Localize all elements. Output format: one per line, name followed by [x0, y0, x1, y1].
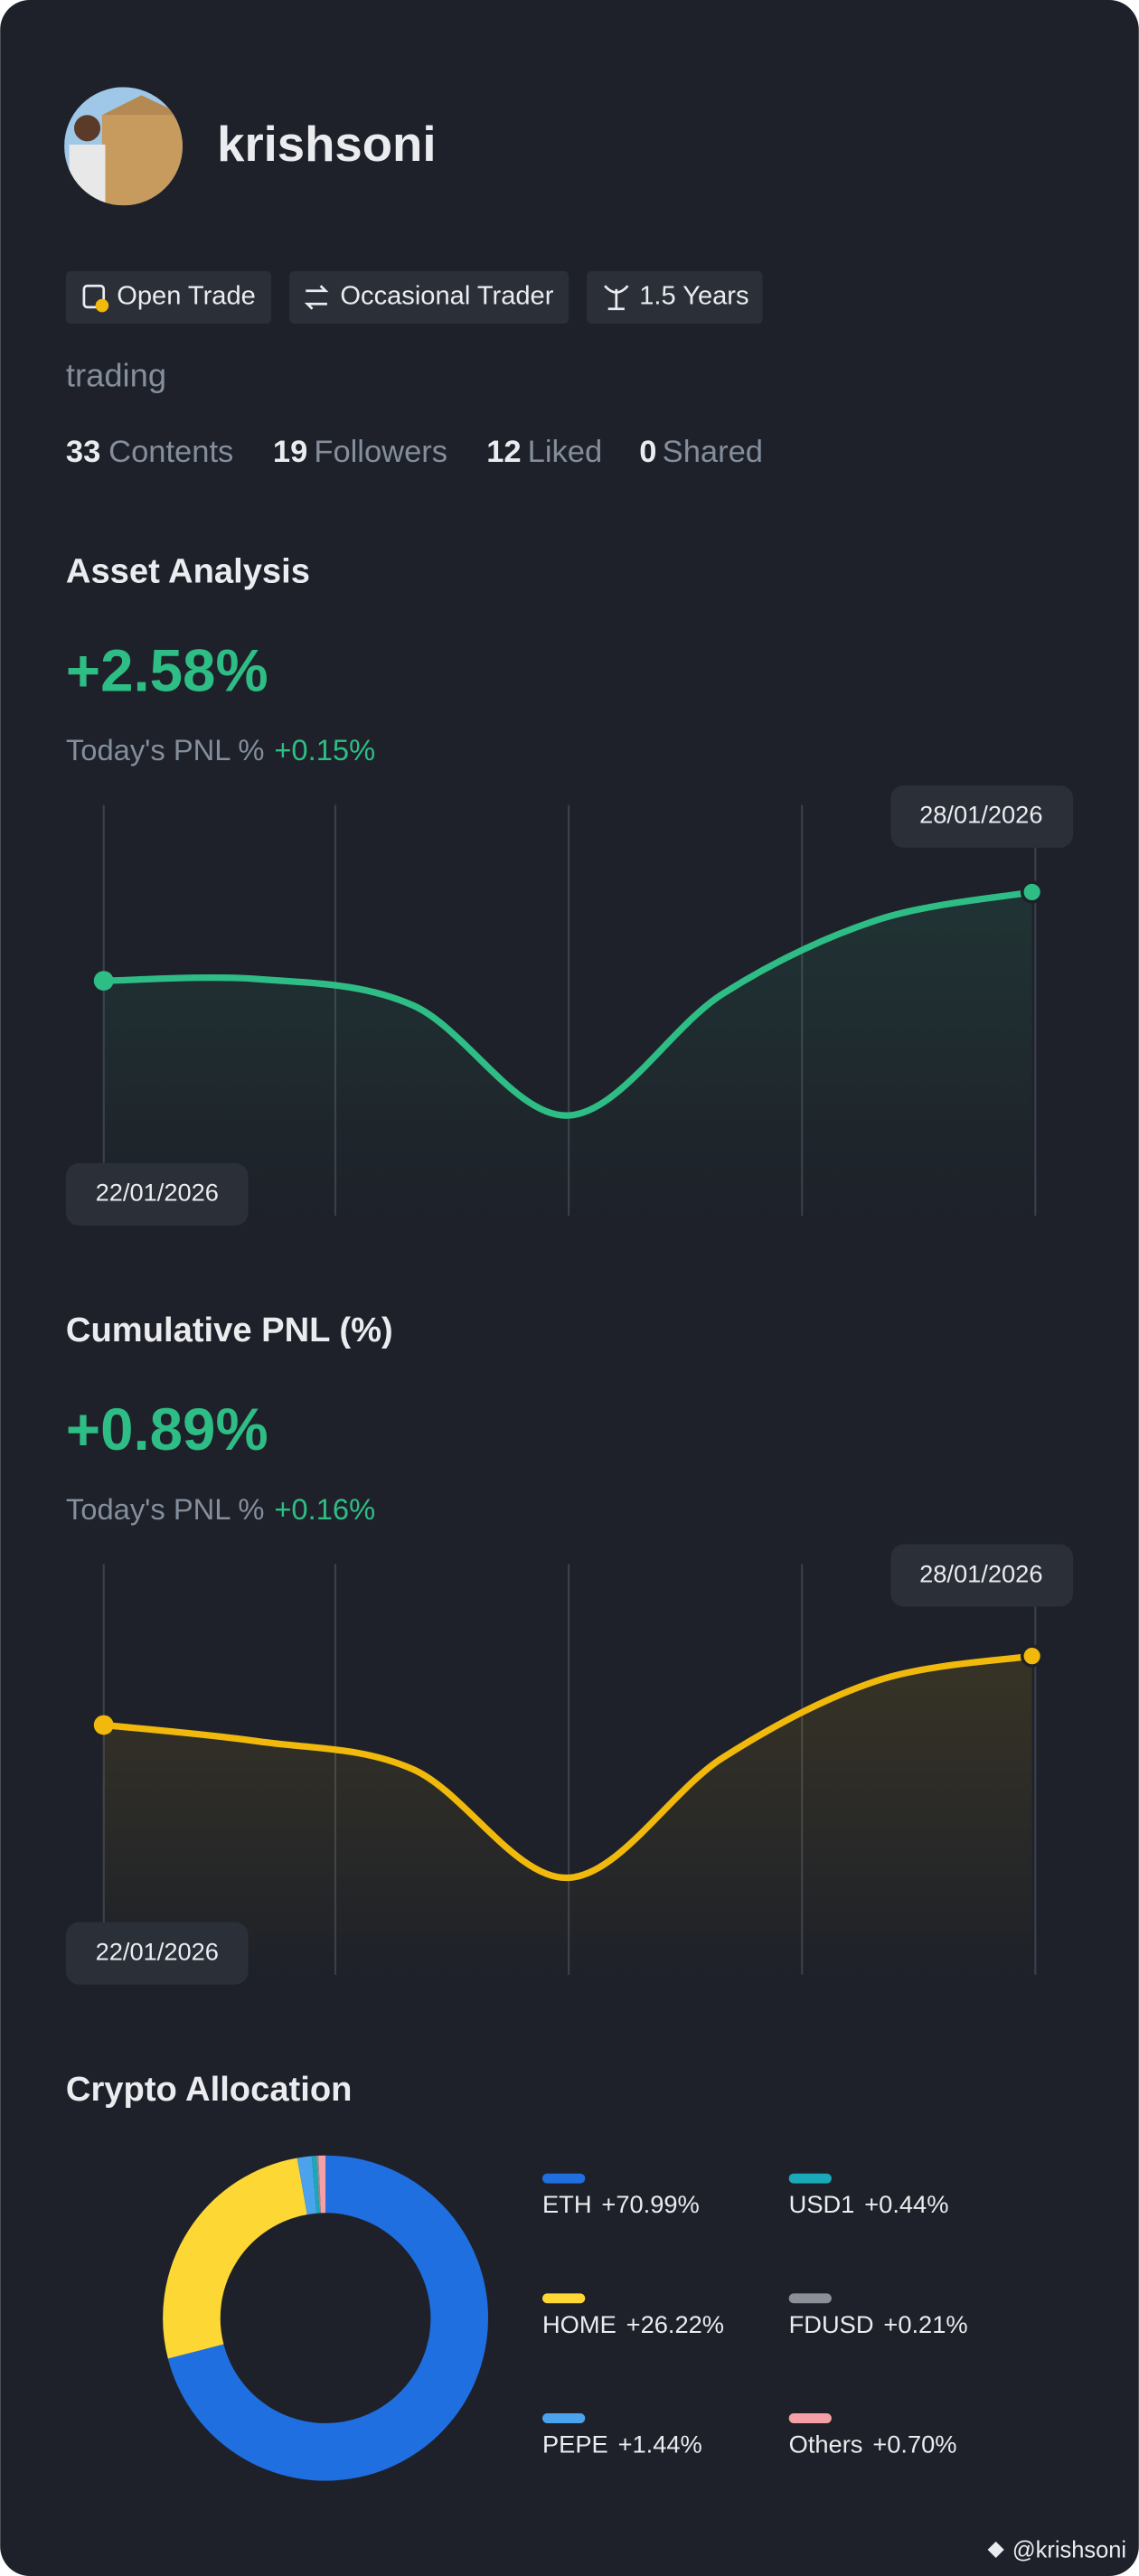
line	[100, 1652, 1036, 1882]
donut-slice	[167, 2155, 489, 2481]
footer: @krishsoni	[987, 2537, 1126, 2562]
end-date: 28/01/2026	[919, 1559, 1042, 1587]
tag-icon	[304, 285, 329, 310]
stat-value: 12	[486, 435, 521, 469]
end-dot	[1020, 1644, 1044, 1668]
line	[100, 888, 1036, 1119]
tag-icon	[95, 298, 109, 313]
tooltip-bg	[890, 785, 1074, 848]
tag-icon	[82, 284, 106, 309]
tag-bg	[65, 270, 272, 324]
area	[103, 1656, 1032, 1975]
legend-value: +70.99%	[601, 2190, 699, 2218]
headline-value: +2.58%	[66, 637, 268, 703]
legend-name: Others	[789, 2430, 863, 2458]
headline-value: +0.89%	[66, 1396, 268, 1462]
tooltip-bg	[890, 1544, 1074, 1607]
end-date: 28/01/2026	[919, 801, 1042, 829]
legend-name: PEPE	[542, 2430, 608, 2458]
tag-label: 1.5 Years	[639, 282, 748, 311]
tags: Open Trade Occasional Trader 1.5 Years	[65, 270, 763, 324]
section-title: Asset Analysis	[66, 551, 310, 590]
legend-swatch	[788, 2413, 832, 2423]
section-title: Cumulative PNL (%)	[66, 1311, 393, 1349]
stat-label: Followers	[314, 435, 447, 469]
logo	[987, 2541, 1004, 2559]
start-date: 22/01/2026	[96, 1179, 219, 1207]
legend-swatch	[542, 2293, 586, 2304]
legend-value: +0.21%	[883, 2310, 967, 2338]
stat-value: 0	[639, 435, 656, 469]
tag-icon	[604, 285, 629, 311]
tooltip-bg	[65, 1922, 249, 1985]
pnl-label: Today's PNL %	[66, 1492, 265, 1526]
legend-value: +1.44%	[618, 2430, 702, 2458]
stat-value: 33	[66, 435, 100, 469]
avatar	[64, 87, 183, 206]
legend-value: +0.44%	[864, 2190, 948, 2218]
footer-handle: @krishsoni	[1012, 2537, 1126, 2562]
tooltip-bg	[65, 1162, 249, 1226]
stat-label: Liked	[528, 435, 603, 469]
section-title: Crypto Allocation	[66, 2070, 353, 2109]
legend-swatch	[788, 2173, 832, 2184]
start-date: 22/01/2026	[96, 1937, 219, 1965]
legend-value: +0.70%	[872, 2430, 956, 2458]
pnl-change: +0.15%	[274, 733, 375, 766]
legend-name: HOME	[542, 2310, 617, 2338]
username: krishsoni	[217, 117, 436, 172]
donut-slice	[297, 2156, 317, 2215]
legend-name: FDUSD	[789, 2310, 874, 2338]
legend-swatch	[542, 2173, 586, 2184]
stat-label: Contents	[108, 435, 233, 469]
end-dot	[1020, 880, 1044, 904]
start-dot	[93, 1715, 114, 1735]
legend-name: ETH	[542, 2190, 592, 2218]
legend-value: +26.22%	[626, 2310, 724, 2338]
legend-name: USD1	[789, 2190, 855, 2218]
tag-label: Open Trade	[117, 282, 256, 311]
legend-swatch	[788, 2293, 832, 2304]
pnl-label: Today's PNL %	[66, 733, 265, 766]
donut-slice	[163, 2158, 308, 2359]
stat-label: Shared	[663, 435, 763, 469]
pnl-change: +0.16%	[274, 1492, 375, 1526]
bio: trading	[66, 357, 166, 394]
tag-label: Occasional Trader	[340, 282, 553, 311]
area	[103, 891, 1032, 1217]
start-dot	[93, 971, 114, 992]
tag-bg	[587, 270, 763, 324]
stats: 33 Contents 19 Followers 12 Liked 0 Shar…	[66, 435, 763, 469]
legend-swatch	[542, 2413, 586, 2423]
stat-value: 19	[273, 435, 307, 469]
tag-bg	[289, 270, 570, 324]
